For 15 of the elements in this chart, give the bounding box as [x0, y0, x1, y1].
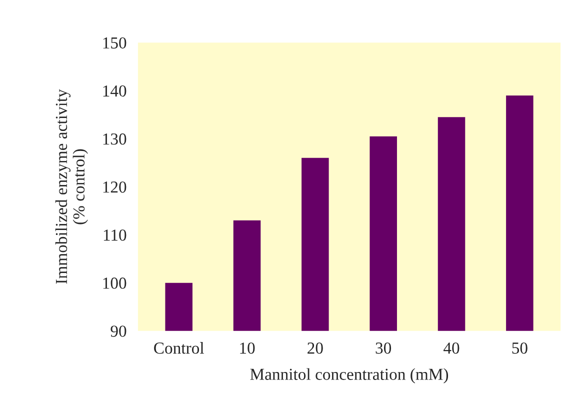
x-tick-label: 40 [444, 342, 460, 354]
y-tick-label: 150 [103, 37, 126, 49]
x-tick-label: Control [154, 342, 204, 354]
x-tick-label: 50 [512, 342, 528, 354]
x-tick-label: 10 [240, 342, 255, 354]
y-axis-title: Immobilized enzyme activity (% control) [55, 89, 88, 284]
x-axis-title: Mannitol concentration (mM) [250, 368, 448, 384]
y-tick-label: 100 [103, 278, 126, 289]
y-tick-label: 90 [110, 326, 126, 337]
x-tick-label: 20 [308, 342, 323, 354]
x-tick-label: 30 [376, 342, 392, 354]
y-tick-label: 130 [103, 133, 126, 145]
y-tick-label: 110 [104, 230, 126, 241]
y-tick-label: 140 [103, 85, 126, 97]
y-tick-label: 120 [103, 181, 126, 193]
